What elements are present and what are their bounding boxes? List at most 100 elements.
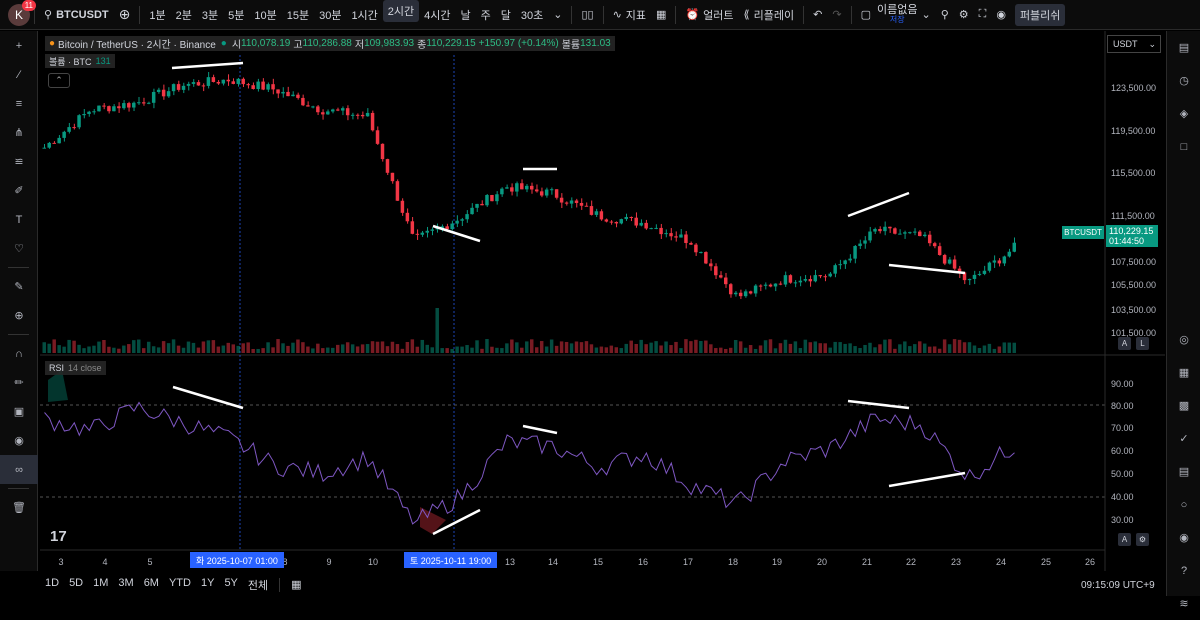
interval-7[interactable]: 1시간	[351, 9, 378, 22]
range-0[interactable]: 1D	[45, 576, 60, 589]
interval-0[interactable]: 1분	[149, 9, 166, 22]
compass-icon[interactable]: ◎	[1179, 334, 1189, 346]
candle-body	[82, 114, 86, 116]
fullscreen-button[interactable]: ⛶	[974, 0, 992, 30]
zoom-in-icon[interactable]: ⊕	[14, 310, 24, 322]
range-6[interactable]: 1Y	[200, 576, 215, 589]
volume-bar	[803, 339, 808, 353]
trendline-icon[interactable]: ∕	[18, 68, 20, 81]
currency-select[interactable]: USDT ⌄	[1107, 35, 1161, 53]
interval-dropdown-button[interactable]: ⌄	[548, 0, 567, 30]
quick-search-button[interactable]: ⚲	[936, 0, 954, 30]
volume-bar	[947, 344, 952, 353]
candle-body	[639, 222, 643, 226]
chat-icon[interactable]: □	[1180, 140, 1188, 153]
interval-10[interactable]: 날	[460, 9, 471, 22]
range-2[interactable]: 1M	[93, 576, 109, 589]
candle-body	[345, 108, 350, 116]
candle-body	[445, 226, 449, 230]
interval-1[interactable]: 2분	[175, 9, 192, 22]
interval-2[interactable]: 3분	[201, 9, 219, 22]
range-7[interactable]: 5Y	[224, 576, 238, 589]
trash-icon[interactable]: 🗑	[12, 502, 26, 514]
candle-body	[405, 212, 410, 222]
link-icon[interactable]: ∞	[0, 455, 38, 484]
candle-body	[589, 206, 594, 215]
candle-body	[251, 85, 255, 90]
candle-body	[848, 258, 852, 261]
ruler-icon[interactable]: ✎	[14, 281, 24, 293]
auto-scale-button[interactable]: A	[1118, 337, 1131, 350]
volume-bar	[972, 345, 977, 353]
user-avatar[interactable]: K 11	[8, 0, 36, 26]
magnet-icon[interactable]: ∩	[15, 347, 23, 360]
watchlist-icon[interactable]: ▤	[1178, 42, 1190, 54]
calculator-icon[interactable]: ▩	[1178, 400, 1190, 412]
range-8[interactable]: 전체	[247, 579, 269, 592]
pencil-lock-icon[interactable]: ✏	[14, 377, 24, 389]
interval-6[interactable]: 30분	[319, 9, 342, 22]
collapse-legend-button[interactable]: ⌃	[48, 73, 70, 88]
tradingview-logo[interactable]: 17	[50, 528, 67, 545]
calendar-range-icon: ▦	[291, 579, 302, 591]
volume-bar	[236, 345, 240, 353]
rsi-auto-scale-button[interactable]: A	[1118, 533, 1131, 546]
volume-bar	[360, 344, 365, 353]
rsi-settings-button[interactable]: ⚙	[1136, 533, 1149, 546]
range-5[interactable]: YTD	[168, 576, 191, 589]
interval-9[interactable]: 4시간	[424, 9, 451, 22]
layers-icon[interactable]: ◈	[1179, 108, 1189, 120]
chart-type-button[interactable]: ▯▯	[576, 0, 598, 30]
pattern-icon[interactable]: ✓	[1179, 433, 1189, 445]
avatar-letter: K	[14, 7, 23, 22]
interval-13[interactable]: 30초	[520, 9, 544, 22]
interval-8[interactable]: 2시간	[382, 0, 420, 22]
candle-body	[624, 216, 628, 220]
symbol-search-button[interactable]: ⚲ BTCUSDT	[39, 0, 114, 30]
alerts-button[interactable]: ⏰ 얼러트	[680, 0, 738, 30]
brush-icon[interactable]: ✐	[14, 185, 24, 197]
range-1[interactable]: 5D	[69, 576, 84, 589]
crosshair-icon[interactable]: +	[15, 39, 23, 52]
range-3[interactable]: 3M	[118, 576, 134, 589]
range-4[interactable]: 6M	[143, 576, 159, 589]
candle-body	[221, 79, 226, 84]
settings-button[interactable]: ⚙	[954, 0, 974, 30]
fib-retracement-icon[interactable]: ≌	[14, 156, 24, 168]
heart-icon[interactable]: ♡	[14, 243, 24, 255]
lock-icon[interactable]: ▣	[13, 406, 25, 418]
layout-button[interactable]: ▢ 이름없음 저장 ⌄	[856, 0, 936, 30]
undo-button[interactable]: ↶	[808, 0, 827, 30]
interval-11[interactable]: 주	[480, 9, 491, 22]
candle-body	[141, 102, 146, 104]
globe-icon[interactable]: ○	[1180, 498, 1188, 511]
publish-button[interactable]: 퍼블리쉬	[1014, 3, 1066, 26]
eye-icon[interactable]: ◉	[14, 435, 24, 447]
horizontal-lines-icon[interactable]: ≡	[15, 97, 23, 110]
indicators-button[interactable]: ∿ 지표	[608, 0, 651, 30]
time-tick: 10	[368, 557, 378, 567]
calendar-icon[interactable]: ▦	[1178, 367, 1190, 379]
clock[interactable]: 09:15:09 UTC+9	[1081, 580, 1155, 591]
replay-button[interactable]: ⟪ 리플레이	[739, 0, 800, 30]
interval-4[interactable]: 10분	[254, 9, 277, 22]
help-icon[interactable]: ?	[1180, 564, 1188, 577]
log-scale-button[interactable]: L	[1136, 337, 1149, 350]
interval-12[interactable]: 달	[500, 9, 511, 22]
bar-countdown: 01:44:50	[1109, 236, 1145, 246]
bars-icon[interactable]: ▤	[1178, 466, 1190, 478]
redo-button[interactable]: ↷	[827, 0, 846, 30]
clock-icon[interactable]: ◷	[1179, 75, 1189, 87]
price-chart[interactable]: 123,500.00 119,500.00 115,500.00 111,500.00…	[40, 31, 1165, 571]
signal-icon[interactable]: ≋	[1179, 598, 1189, 610]
goto-date-button[interactable]: ▦	[286, 578, 306, 591]
bubble-icon[interactable]: ◉	[1179, 532, 1189, 544]
interval-3[interactable]: 5분	[228, 9, 245, 22]
compare-symbol-button[interactable]: ⊕	[114, 0, 136, 30]
interval-5[interactable]: 15분	[286, 9, 310, 22]
templates-button[interactable]: ▦	[651, 0, 671, 30]
snapshot-button[interactable]: ◉	[991, 0, 1011, 30]
trendline-rsi-high	[172, 385, 244, 410]
text-icon[interactable]: T	[15, 213, 23, 226]
pitchfork-icon[interactable]: ⋔	[14, 127, 24, 139]
